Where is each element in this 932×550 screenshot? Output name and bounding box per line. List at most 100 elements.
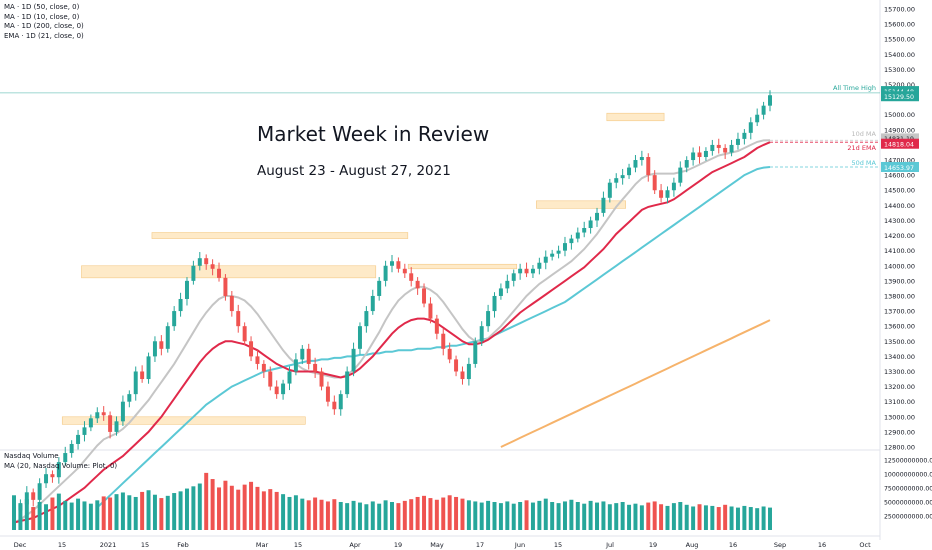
- candle-body: [441, 333, 446, 349]
- volume-bar: [370, 501, 375, 530]
- candle-body: [178, 298, 183, 312]
- volume-bar: [101, 496, 106, 530]
- candle-body: [370, 295, 375, 312]
- volume-bar: [37, 502, 42, 530]
- candle-body: [159, 341, 164, 349]
- volume-bar: [133, 496, 138, 530]
- time-tick-label: Jul: [605, 541, 614, 549]
- volume-bar: [261, 491, 266, 530]
- price-tick-label: 13700.00: [884, 308, 915, 316]
- volume-bar: [729, 506, 734, 530]
- candle-body: [287, 371, 292, 384]
- volume-bar: [140, 491, 145, 530]
- volume-bar: [396, 503, 401, 530]
- price-tick-label: 12800.00: [884, 444, 915, 452]
- volume-bar: [569, 499, 574, 530]
- volume-bar: [582, 503, 587, 530]
- price-tick-label: 13600.00: [884, 323, 915, 331]
- volume-bar: [287, 496, 292, 530]
- legend-ma200[interactable]: MA · 1D (200, close, 0): [4, 22, 84, 30]
- candle-body: [607, 182, 612, 198]
- candle-body: [306, 348, 311, 364]
- candle-body: [575, 232, 580, 239]
- candle-body: [588, 220, 593, 228]
- volume-bar: [146, 490, 151, 530]
- candle-body: [646, 157, 651, 176]
- candle-body: [210, 264, 215, 269]
- volume-bar: [255, 486, 260, 530]
- volume-bar: [742, 505, 747, 530]
- candle-body: [223, 277, 228, 296]
- volume-bar: [76, 498, 81, 530]
- zone-1: [81, 265, 377, 279]
- candle-body: [364, 311, 369, 327]
- volume-bar: [357, 502, 362, 530]
- last-price-tag: 15129.50: [884, 94, 914, 101]
- volume-bar: [691, 506, 696, 530]
- candle-body: [140, 371, 145, 380]
- volume-bar: [332, 499, 337, 530]
- volume-bar: [178, 491, 183, 530]
- price-tick-label: 13400.00: [884, 353, 915, 361]
- candle-body: [261, 363, 266, 372]
- price-tick-label: 15200.00: [884, 81, 915, 89]
- candle-body: [24, 492, 29, 505]
- volume-bar: [223, 480, 228, 530]
- legend-ema21[interactable]: EMA · 1D (21, close, 0): [4, 31, 84, 40]
- candle-body: [595, 212, 600, 221]
- candle-body: [627, 167, 632, 176]
- volume-bar: [325, 501, 330, 530]
- candle-body: [729, 144, 734, 153]
- candle-body: [217, 268, 222, 278]
- volume-bar: [627, 504, 632, 530]
- volume-bar: [88, 503, 93, 530]
- volume-bar: [710, 505, 715, 530]
- volume-bar: [678, 502, 683, 530]
- price-tick-label: 15600.00: [884, 21, 915, 29]
- legend-ma50[interactable]: MA · 1D (50, close, 0): [4, 3, 80, 11]
- candle-body: [492, 295, 497, 312]
- time-tick-label: Aug: [686, 541, 699, 549]
- volume-bar: [191, 486, 196, 530]
- candle-body: [114, 421, 119, 432]
- price-tick-label: 13500.00: [884, 338, 915, 346]
- candle-body: [614, 178, 619, 183]
- candle-body: [377, 280, 382, 296]
- volume-bar: [69, 502, 74, 530]
- candle-body: [390, 261, 394, 266]
- candle-body: [133, 371, 138, 395]
- volume-bar: [550, 502, 555, 530]
- volume-bar: [530, 502, 535, 530]
- time-tick-label: 17: [476, 541, 484, 549]
- candle-body: [530, 268, 535, 274]
- candle-body: [409, 273, 414, 281]
- volume-bar: [646, 502, 651, 530]
- volume-bar: [498, 503, 503, 530]
- volume-tick-label: 12500000000.00: [884, 458, 932, 465]
- candle-body: [748, 122, 753, 133]
- candle-body: [44, 474, 49, 484]
- volume-bar: [620, 502, 625, 530]
- candle-body: [82, 427, 87, 435]
- volume-bar: [197, 483, 202, 530]
- candle-body: [691, 152, 696, 161]
- volume-legend-ma[interactable]: MA (20, Nasdaq Volume: Plot, 0): [4, 461, 118, 470]
- candle-body: [120, 401, 125, 422]
- candle-body: [274, 386, 279, 395]
- candle-body: [332, 401, 337, 410]
- volume-legend-name[interactable]: Nasdaq Volume: [4, 452, 59, 460]
- candle-body: [172, 311, 177, 327]
- legend-ma10[interactable]: MA · 1D (10, close, 0): [4, 12, 80, 21]
- volume-bar: [428, 498, 433, 530]
- candle-body: [716, 144, 721, 148]
- volume-bar: [575, 502, 580, 530]
- ath-value-tag-bg: [881, 86, 919, 97]
- candle-body: [95, 412, 100, 419]
- price-axis: 15700.00 15600.00 15500.00 15400.00 15300.00…: [884, 6, 915, 452]
- candle-body: [242, 326, 247, 342]
- candle-body: [268, 371, 273, 387]
- candle-body: [50, 474, 55, 478]
- volume-bar: [454, 496, 459, 530]
- chart-title: Market Week in Review: [257, 122, 490, 146]
- candle-body: [422, 288, 427, 304]
